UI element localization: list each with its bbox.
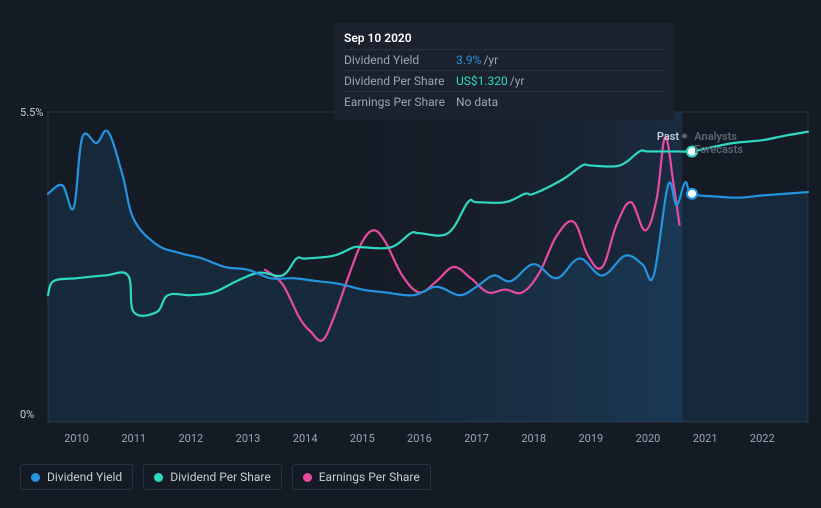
- x-axis-labels: 2010 2011 2012 2013 2014 2015 2016 2017 2018 2019…: [0, 432, 821, 446]
- legend-dot-icon: [154, 473, 163, 482]
- x-axis-tick-label: 2016: [407, 432, 432, 445]
- x-axis-tick-label: 2021: [693, 432, 718, 445]
- x-axis-tick-label: 2018: [521, 432, 546, 445]
- tooltip-label: Dividend Yield: [344, 53, 456, 67]
- tooltip-label: Dividend Per Share: [344, 74, 456, 88]
- x-axis-tick-label: 2013: [236, 432, 261, 445]
- x-axis-tick-label: 2015: [350, 432, 375, 445]
- tooltip-suffix: /yr: [483, 53, 498, 67]
- x-axis-tick-label: 2014: [293, 432, 318, 445]
- legend-label: Dividend Per Share: [170, 470, 271, 484]
- tooltip-value: US$1.320: [456, 74, 508, 88]
- tooltip-label: Earnings Per Share: [344, 95, 456, 109]
- tooltip-row: Dividend Yield 3.9%/yr: [344, 49, 664, 70]
- chart-legend: Dividend Yield Dividend Per Share Earnin…: [20, 464, 431, 490]
- chart-tooltip: Sep 10 2020 Dividend Yield 3.9%/yr Divid…: [334, 23, 674, 120]
- legend-dot-icon: [303, 473, 312, 482]
- legend-dividend-per-share[interactable]: Dividend Per Share: [143, 464, 282, 490]
- past-region-label: Past: [657, 130, 679, 143]
- legend-label: Dividend Yield: [47, 470, 122, 484]
- x-axis-tick-label: 2019: [578, 432, 603, 445]
- x-axis-tick-label: 2020: [636, 432, 661, 445]
- y-axis-min-label: 0%: [20, 408, 34, 421]
- tooltip-row: Dividend Per Share US$1.320/yr: [344, 70, 664, 91]
- tooltip-value: No data: [456, 95, 498, 109]
- legend-earnings-per-share[interactable]: Earnings Per Share: [292, 464, 431, 490]
- forecast-region-label: Analysts Forecasts: [694, 130, 778, 156]
- legend-label: Earnings Per Share: [319, 470, 420, 484]
- legend-dividend-yield[interactable]: Dividend Yield: [20, 464, 133, 490]
- y-axis-max-label: 5.5%: [20, 106, 43, 119]
- x-axis-tick-label: 2010: [64, 432, 89, 445]
- tooltip-row: Earnings Per Share No data: [344, 91, 664, 112]
- legend-dot-icon: [31, 473, 40, 482]
- x-axis-tick-label: 2017: [464, 432, 489, 445]
- tooltip-value: 3.9%: [456, 53, 481, 67]
- tooltip-date: Sep 10 2020: [344, 31, 664, 49]
- x-axis-tick-label: 2011: [121, 432, 146, 445]
- tooltip-suffix: /yr: [510, 74, 525, 88]
- x-axis-tick-label: 2012: [178, 432, 203, 445]
- x-axis-tick-label: 2022: [750, 432, 775, 445]
